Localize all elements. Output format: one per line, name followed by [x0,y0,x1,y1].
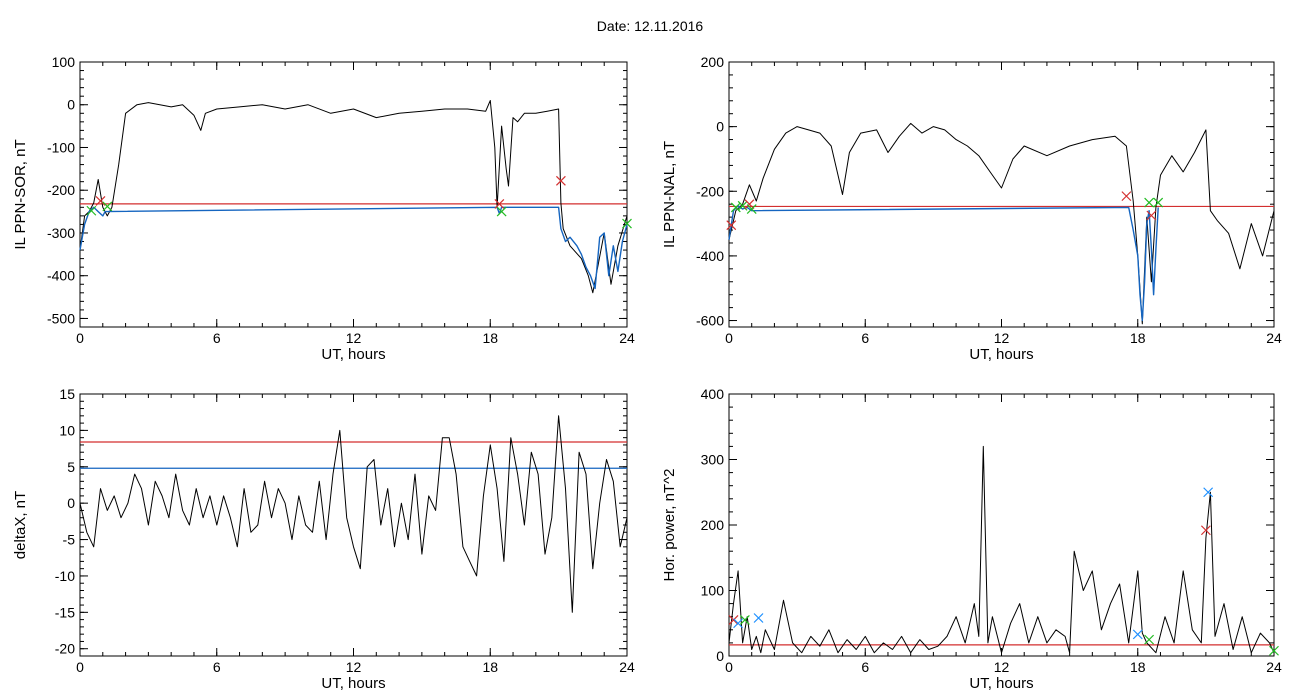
x-tick-label: 18 [1130,330,1146,346]
cross-marker [726,220,737,231]
x-tick-label: 0 [725,659,733,675]
cross-marker [746,204,757,214]
cross-marker [1121,191,1132,202]
y-tick-label: -400 [47,268,75,284]
cross-marker [555,175,566,186]
y-tick-label: -300 [47,225,75,241]
chart-panel-1: 0 6 12 18 24 100 0 -100 -200 -300 -400 -500 UT, hour… [12,54,635,363]
x-tick-label: 18 [482,659,498,675]
x-tick-label: 12 [346,659,362,675]
plot-frame [728,393,1275,657]
x-tick-label: 6 [213,330,221,346]
x-axis-label: UT, hours [321,346,385,363]
y-tick-label: 100 [701,583,725,599]
series-line-1 [728,445,1275,654]
y-axis-label: IL PPN-NAL, nT [661,141,678,248]
x-tick-label: 12 [346,330,362,346]
y-tick-label: 10 [59,422,75,438]
cross-marker [1153,197,1164,208]
cross-marker [733,618,744,629]
cross-marker [1269,645,1279,656]
cross-marker [86,205,97,216]
page-title: Date: 12.11.2016 [596,18,704,34]
y-tick-label: 0 [67,97,75,113]
cross-marker [744,199,755,210]
y-axis-label: deltaX, nT [12,491,29,559]
y-tick-label: -100 [47,139,75,155]
y-tick-label: -200 [696,183,724,199]
y-tick-label: 200 [701,54,725,70]
y-tick-label: -10 [55,568,75,584]
chart-panel-4: 0 6 12 18 24 400 300 200 100 0 UT, hours Hor. power… [661,386,1282,692]
cross-marker [102,201,113,212]
x-tick-label: 24 [619,330,635,346]
y-tick-label: 400 [701,386,725,402]
x-tick-label: 0 [76,659,84,675]
cross-marker [753,613,764,623]
y-axis-label: Hor. power, nT^2 [661,469,678,582]
plot-frame [79,61,628,328]
x-tick-label: 18 [1130,659,1146,675]
y-tick-label: 0 [716,119,724,135]
series-line-1 [79,415,628,613]
x-tick-label: 0 [76,330,84,346]
x-tick-label: 24 [1266,330,1282,346]
x-axis-label: UT, hours [321,675,385,692]
y-tick-label: 100 [52,54,76,70]
cross-marker [1132,629,1143,640]
cross-marker [728,615,739,625]
chart-panel-2: 0 6 12 18 24 200 0 -200 -400 -600 UT, hours IL PPN-… [661,54,1282,363]
y-tick-label: -600 [696,313,724,329]
cross-marker [622,218,632,229]
chart-panel-3: 0 6 12 18 24 15 10 5 0 -5 -10 -15 -20 UT, hours deltaX… [12,386,635,692]
y-tick-label: -500 [47,310,75,326]
y-tick-label: 5 [67,459,75,475]
series-line-2 [728,205,1159,322]
x-axis-label: UT, hours [969,675,1033,692]
x-axis-label: UT, hours [969,346,1033,363]
x-tick-label: 0 [725,330,733,346]
y-tick-label: -20 [55,641,75,657]
y-tick-label: 200 [701,517,725,533]
x-tick-label: 12 [994,330,1010,346]
cross-marker [496,206,507,217]
y-tick-label: 300 [701,452,725,468]
cross-marker [1146,210,1157,221]
cross-marker [1203,487,1214,498]
x-tick-label: 6 [213,659,221,675]
series-line-2 [79,206,628,290]
cross-marker [95,195,106,206]
cross-marker [1200,525,1211,536]
y-axis-label: IL PPN-SOR, nT [12,139,29,249]
cross-marker [494,198,505,209]
y-tick-label: -15 [55,604,75,620]
cross-marker [739,615,750,625]
x-tick-label: 12 [994,659,1010,675]
plot-frame [79,393,628,657]
y-tick-label: -5 [63,532,76,548]
cross-marker [1144,197,1155,208]
x-tick-label: 6 [861,330,869,346]
x-tick-label: 24 [1266,659,1282,675]
y-tick-label: 15 [59,386,75,402]
series-line-1 [79,100,628,294]
x-tick-label: 24 [619,659,635,675]
y-tick-label: -200 [47,182,75,198]
y-tick-label: -400 [696,248,724,264]
y-tick-label: 0 [716,648,724,664]
y-tick-label: 0 [67,495,75,511]
cross-marker [1144,634,1155,645]
series-line-1 [728,122,1275,325]
x-tick-label: 18 [482,330,498,346]
x-tick-label: 6 [861,659,869,675]
plot-frame [728,61,1275,328]
